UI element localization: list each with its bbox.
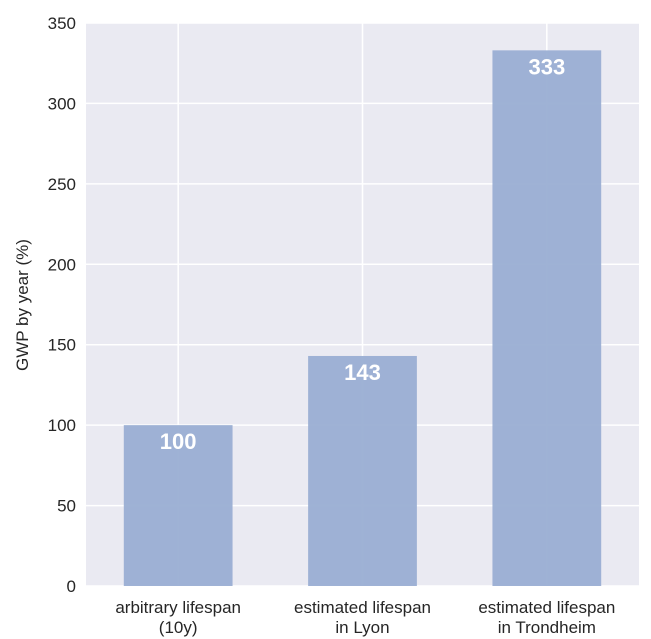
bar	[308, 355, 417, 586]
x-tick-label: arbitrary lifespan	[115, 598, 241, 617]
y-tick-labels: 0 50 100 150 200 250 300 350	[48, 14, 76, 596]
y-tick-label: 100	[48, 416, 76, 435]
y-tick-label: 0	[67, 577, 76, 596]
bar-value-label: 100	[160, 429, 197, 454]
y-tick-label: 350	[48, 14, 76, 33]
x-tick-label: in Lyon	[335, 618, 389, 637]
bar	[123, 425, 233, 586]
bar-value-label: 143	[344, 360, 381, 385]
y-tick-label: 300	[48, 94, 76, 113]
y-tick-label: 50	[57, 497, 76, 516]
x-tick-label: estimated lifespan	[478, 598, 615, 617]
x-tick-labels: arbitrary lifespan(10y) estimated lifespa…	[115, 598, 615, 637]
x-tick-label: in Trondheim	[498, 618, 596, 637]
x-tick-label: estimated lifespan	[294, 598, 431, 617]
x-tick-label: (10y)	[159, 618, 198, 637]
y-tick-label: 150	[48, 336, 76, 355]
y-tick-label: 250	[48, 175, 76, 194]
y-tick-label: 200	[48, 255, 76, 274]
bar-value-label: 333	[528, 54, 565, 79]
y-axis-title: GWP by year (%)	[13, 239, 32, 371]
data-labels: 100 143 333	[160, 54, 565, 454]
bars	[123, 50, 602, 587]
bar	[492, 50, 602, 587]
